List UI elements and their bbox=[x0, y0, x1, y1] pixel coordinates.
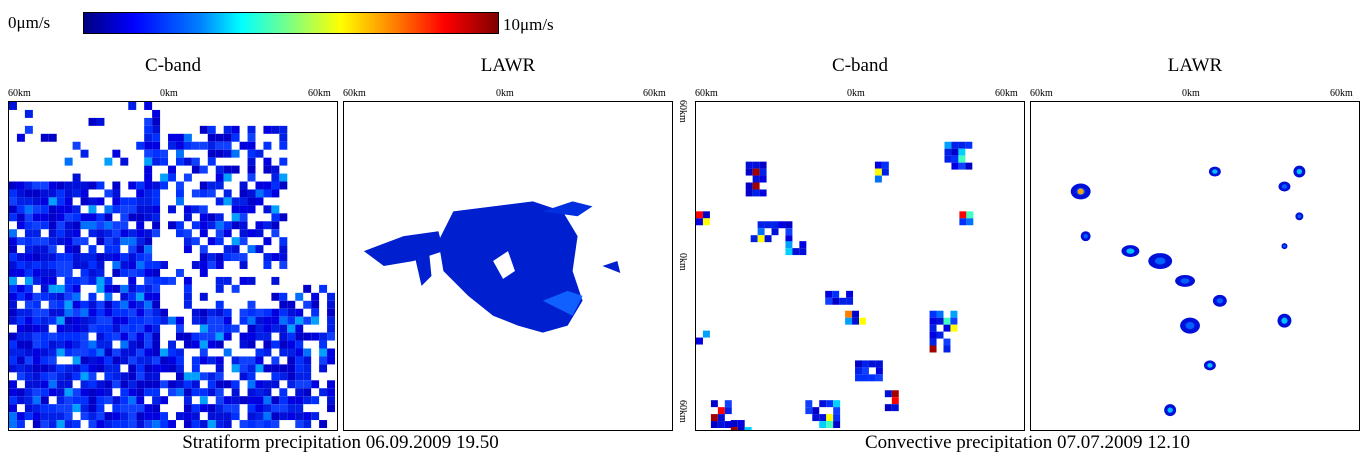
colorbar-max-label: 10μm/s bbox=[503, 15, 554, 34]
p4-tick-right: 60km bbox=[1330, 88, 1353, 99]
y-tick-bottom: 60km bbox=[677, 400, 688, 423]
panel-2-title: LAWR bbox=[480, 55, 536, 76]
y-tick-top: 60km bbox=[677, 100, 688, 123]
p2-tick-right: 60km bbox=[643, 88, 666, 99]
p2-tick-center: 0km bbox=[496, 88, 514, 99]
panel-cband-convective bbox=[695, 101, 1025, 431]
lawr-stratiform-map bbox=[363, 201, 621, 333]
y-tick-center: 0km bbox=[677, 253, 688, 271]
panel-1-title: C-band bbox=[145, 55, 201, 76]
lawr-convective-map bbox=[1070, 165, 1306, 417]
colorbar-min-label: 0μm/s bbox=[8, 13, 51, 32]
p4-tick-center: 0km bbox=[1182, 88, 1200, 99]
colorbar bbox=[83, 12, 499, 34]
p4-tick-left: 60km bbox=[1030, 88, 1053, 99]
panel-lawr-convective bbox=[1030, 101, 1360, 431]
panel-cband-stratiform bbox=[8, 101, 338, 431]
p2-tick-left: 60km bbox=[343, 88, 366, 99]
p3-tick-left: 60km bbox=[695, 88, 718, 99]
caption-convective: Convective precipitation 07.07.2009 12.1… bbox=[864, 432, 1191, 453]
caption-stratiform: Stratiform precipitation 06.09.2009 19.5… bbox=[182, 432, 499, 453]
panel-lawr-stratiform bbox=[343, 101, 673, 431]
p3-tick-center: 0km bbox=[847, 88, 865, 99]
panel-3-title: C-band bbox=[832, 55, 888, 76]
p1-tick-left: 60km bbox=[8, 88, 31, 99]
p1-tick-right: 60km bbox=[308, 88, 331, 99]
panel-4-title: LAWR bbox=[1167, 55, 1223, 76]
p3-tick-right: 60km bbox=[995, 88, 1018, 99]
p1-tick-center: 0km bbox=[160, 88, 178, 99]
cband-stratiform-map bbox=[9, 102, 336, 429]
cband-convective-map bbox=[696, 141, 974, 430]
